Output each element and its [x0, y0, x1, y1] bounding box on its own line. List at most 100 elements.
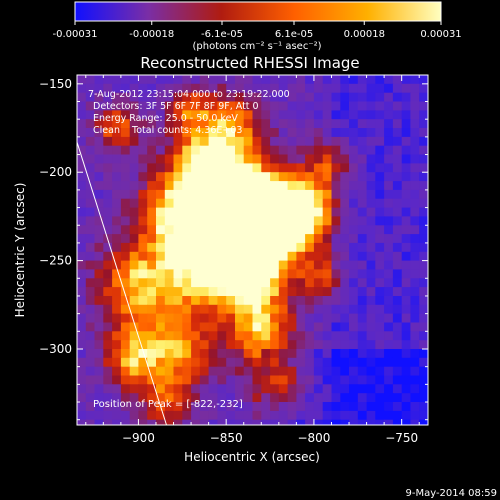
heatmap-pixel: [313, 349, 324, 359]
heatmap-pixel: [410, 101, 420, 111]
heatmap-pixel: [191, 216, 201, 226]
heatmap-pixel: [120, 101, 131, 111]
heatmap-pixel: [120, 393, 131, 403]
heatmap-pixel: [392, 287, 403, 297]
heatmap-pixel: [173, 110, 183, 120]
heatmap-pixel: [243, 269, 254, 279]
heatmap-pixel: [173, 181, 183, 191]
heatmap-pixel: [357, 366, 368, 377]
heatmap-pixel: [322, 402, 333, 412]
heatmap-pixel: [226, 110, 236, 120]
heatmap-pixel: [419, 340, 428, 350]
heatmap-pixel: [173, 75, 183, 85]
heatmap-pixel: [357, 340, 368, 350]
heatmap-pixel: [278, 234, 289, 244]
heatmap-pixel: [331, 340, 341, 350]
heatmap-pixel: [375, 172, 385, 182]
heatmap-pixel: [375, 163, 385, 173]
heatmap-pixel: [287, 296, 297, 306]
heatmap-pixel: [419, 181, 428, 191]
heatmap-pixel: [112, 110, 122, 120]
heatmap-pixel: [270, 225, 280, 235]
heatmap-pixel: [226, 349, 236, 359]
heatmap-pixel: [278, 110, 289, 120]
heatmap-pixel: [226, 340, 236, 350]
heatmap-pixel: [182, 92, 192, 103]
heatmap-pixel: [208, 251, 218, 262]
heatmap-pixel: [112, 357, 122, 368]
heatmap-pixel: [94, 296, 104, 306]
heatmap-pixel: [129, 189, 140, 200]
heatmap-pixel: [357, 393, 368, 403]
heatmap-pixel: [313, 75, 324, 85]
heatmap-pixel: [147, 393, 157, 403]
heatmap-pixel: [129, 119, 140, 129]
heatmap-pixel: [235, 278, 245, 288]
heatmap-pixel: [401, 393, 412, 403]
heatmap-pixel: [217, 287, 227, 297]
heatmap-pixel: [191, 242, 201, 253]
heatmap-pixel: [305, 269, 315, 279]
heatmap-pixel: [85, 242, 96, 253]
heatmap-pixel: [322, 83, 333, 94]
heatmap-pixel: [77, 393, 87, 403]
heatmap-pixel: [243, 313, 254, 323]
heatmap-pixel: [235, 357, 245, 368]
heatmap-pixel: [129, 101, 140, 111]
heatmap-pixel: [235, 207, 245, 217]
heatmap-pixel: [331, 278, 341, 288]
heatmap-pixel: [243, 260, 254, 270]
heatmap-pixel: [287, 198, 297, 209]
heatmap-pixel: [94, 375, 104, 385]
heatmap-pixel: [164, 313, 175, 323]
heatmap-pixel: [366, 145, 376, 156]
heatmap-pixel: [138, 216, 148, 226]
heatmap-pixel: [147, 101, 157, 111]
heatmap-pixel: [392, 331, 403, 341]
heatmap-pixel: [208, 322, 218, 332]
heatmap-pixel: [278, 419, 289, 425]
colorbar-tick-label: 0.00018: [344, 29, 385, 40]
heatmap-pixel: [313, 402, 324, 412]
heatmap-pixel: [392, 136, 403, 147]
heatmap-pixel: [129, 260, 140, 270]
heatmap-pixel: [331, 366, 341, 377]
heatmap-pixel: [112, 331, 122, 341]
heatmap-pixel: [103, 128, 113, 138]
heatmap-pixel: [296, 181, 306, 191]
heatmap-pixel: [217, 119, 227, 129]
heatmap-pixel: [85, 207, 96, 217]
heatmap-pixel: [261, 216, 271, 226]
heatmap-pixel: [112, 260, 122, 270]
heatmap-pixel: [331, 331, 341, 341]
heatmap-pixel: [357, 278, 368, 288]
heatmap-pixel: [85, 331, 96, 341]
heatmap-pixel: [147, 349, 157, 359]
heatmap-pixel: [182, 110, 192, 120]
heatmap-pixel: [296, 225, 306, 235]
heatmap-pixel: [384, 322, 394, 332]
heatmap-pixel: [287, 234, 297, 244]
heatmap-pixel: [287, 242, 297, 253]
heatmap-pixel: [410, 189, 420, 200]
heatmap-pixel: [243, 172, 254, 182]
heatmap-pixel: [235, 393, 245, 403]
heatmap-pixel: [357, 163, 368, 173]
heatmap-pixel: [85, 172, 96, 182]
heatmap-pixel: [252, 331, 262, 341]
heatmap-pixel: [217, 269, 227, 279]
heatmap-pixel: [147, 242, 157, 253]
heatmap-pixel: [156, 340, 166, 350]
heatmap-pixel: [173, 83, 183, 94]
heatmap-pixel: [199, 225, 210, 235]
heatmap-pixel: [340, 287, 350, 297]
heatmap-pixel: [392, 216, 403, 226]
heatmap-pixel: [243, 322, 254, 332]
heatmap-pixel: [357, 154, 368, 164]
heatmap-pixel: [129, 296, 140, 306]
heatmap-pixel: [156, 296, 166, 306]
heatmap-pixel: [112, 296, 122, 306]
heatmap-pixel: [313, 296, 324, 306]
heatmap-pixel: [199, 181, 210, 191]
heatmap-pixel: [226, 269, 236, 279]
